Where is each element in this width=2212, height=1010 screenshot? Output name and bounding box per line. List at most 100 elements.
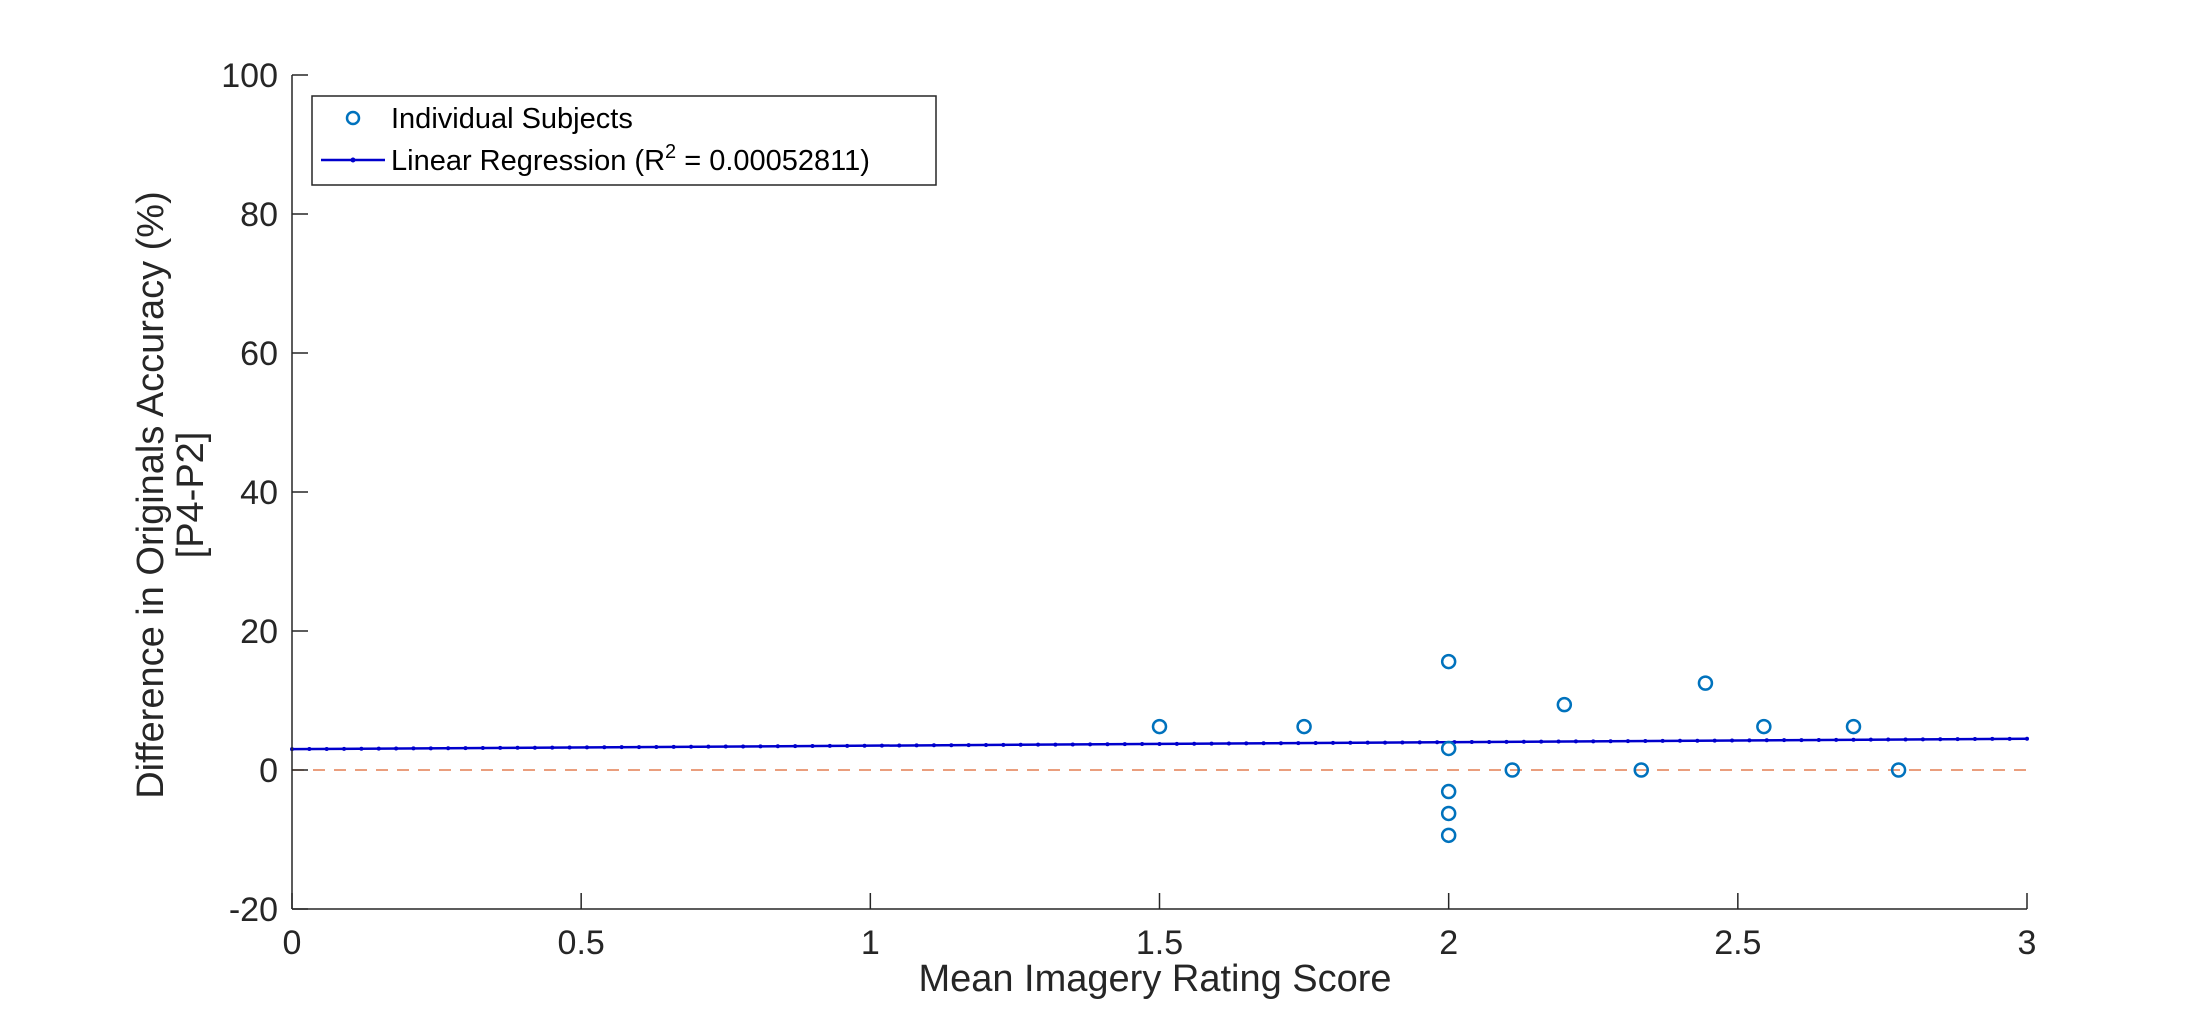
regression-marker xyxy=(966,743,971,748)
regression-marker xyxy=(1764,738,1769,743)
regression-marker xyxy=(914,743,919,748)
regression-marker xyxy=(1487,739,1492,744)
regression-marker xyxy=(879,743,884,748)
regression-marker xyxy=(1417,740,1422,745)
regression-marker xyxy=(1955,737,1960,742)
regression-marker xyxy=(984,742,988,747)
legend-marker-regression-dot xyxy=(350,157,356,163)
regression-marker xyxy=(845,743,850,748)
regression-marker xyxy=(1712,738,1717,743)
legend: Individual Subjects Linear Regression (R… xyxy=(311,95,937,186)
regression-marker xyxy=(1140,742,1145,747)
regression-marker xyxy=(689,744,694,749)
regression-marker xyxy=(1192,741,1197,746)
regression-marker xyxy=(1313,740,1318,745)
data-point xyxy=(1440,827,1457,844)
regression-marker xyxy=(1782,738,1787,743)
regression-marker xyxy=(1573,739,1578,744)
regression-marker xyxy=(1122,742,1127,747)
regression-marker xyxy=(1053,742,1058,747)
regression-marker xyxy=(1226,741,1231,746)
regression-marker xyxy=(359,746,364,751)
regression-marker xyxy=(723,744,728,749)
data-point xyxy=(1440,740,1457,757)
regression-marker xyxy=(1799,738,1804,743)
regression-marker xyxy=(602,745,607,750)
regression-marker xyxy=(1643,739,1648,744)
data-point xyxy=(1756,718,1772,735)
regression-marker xyxy=(793,744,798,749)
regression-marker xyxy=(1938,737,1943,742)
data-point xyxy=(1440,783,1457,800)
data-point xyxy=(1504,762,1521,778)
regression-marker xyxy=(1608,739,1613,744)
regression-marker xyxy=(1070,742,1075,747)
regression-marker xyxy=(532,745,537,750)
x-axis-label: Mean Imagery Rating Score xyxy=(918,958,1391,1000)
regression-marker xyxy=(706,744,711,749)
y-tick-label: 20 xyxy=(240,613,278,651)
y-axis-label: Difference in Originals Accuracy (%) xyxy=(130,191,172,799)
regression-marker xyxy=(1539,739,1544,744)
regression-marker xyxy=(671,744,676,749)
legend-label-regression-suffix: = 0.00052811) xyxy=(676,145,870,177)
regression-marker xyxy=(1174,741,1179,746)
x-tick-label: 2.5 xyxy=(1714,924,1761,962)
regression-marker xyxy=(1088,742,1093,747)
regression-marker xyxy=(1209,741,1214,746)
regression-marker xyxy=(1868,737,1873,742)
regression-marker xyxy=(2025,736,2029,741)
regression-marker xyxy=(1348,740,1353,745)
regression-marker xyxy=(2007,736,2012,741)
y-tick-label: 80 xyxy=(240,196,278,234)
legend-label-regression: Linear Regression (R2 = 0.00052811) xyxy=(391,141,870,177)
regression-marker xyxy=(411,746,416,751)
legend-label-regression-prefix: Linear Regression (R xyxy=(391,145,665,177)
legend-marker-subjects xyxy=(345,110,361,126)
regression-marker xyxy=(1244,741,1249,746)
regression-marker xyxy=(1157,741,1162,746)
regression-marker xyxy=(897,743,902,748)
regression-marker xyxy=(1972,737,1977,742)
data-point xyxy=(1440,805,1457,822)
regression-marker xyxy=(1920,737,1925,742)
regression-marker xyxy=(1018,742,1023,747)
regression-marker xyxy=(862,743,867,748)
regression-marker xyxy=(1886,737,1891,742)
regression-marker xyxy=(827,743,832,748)
regression-marker xyxy=(1331,740,1335,745)
legend-box xyxy=(311,95,937,186)
regression-marker xyxy=(584,745,589,750)
regression-marker xyxy=(307,747,312,752)
regression-marker xyxy=(741,744,746,749)
regression-marker xyxy=(758,744,763,749)
data-point xyxy=(1440,653,1457,670)
regression-marker xyxy=(1660,738,1665,743)
regression-marker xyxy=(1435,740,1440,745)
regression-marker xyxy=(1001,742,1006,747)
y-tick-label: 40 xyxy=(240,474,278,512)
regression-marker xyxy=(550,745,555,750)
regression-marker xyxy=(498,745,503,750)
regression-marker xyxy=(949,743,954,748)
regression-marker xyxy=(394,746,399,751)
regression-marker xyxy=(1036,742,1041,747)
regression-marker xyxy=(1261,741,1266,746)
regression-marker xyxy=(480,746,485,751)
x-tick-label: 1.5 xyxy=(1136,924,1183,962)
regression-marker xyxy=(637,745,641,750)
regression-marker xyxy=(1816,737,1821,742)
regression-marker xyxy=(810,744,815,749)
regression-marker xyxy=(931,743,936,748)
y-tick-label: 60 xyxy=(240,335,278,373)
x-tick-label: 3 xyxy=(2018,924,2037,962)
regression-marker xyxy=(463,746,468,751)
data-point xyxy=(1151,718,1168,735)
regression-marker xyxy=(515,745,520,750)
regression-marker xyxy=(1678,738,1682,743)
data-point xyxy=(1296,718,1312,735)
regression-marker xyxy=(428,746,433,751)
data-point xyxy=(1697,675,1714,691)
regression-marker xyxy=(1105,742,1110,747)
